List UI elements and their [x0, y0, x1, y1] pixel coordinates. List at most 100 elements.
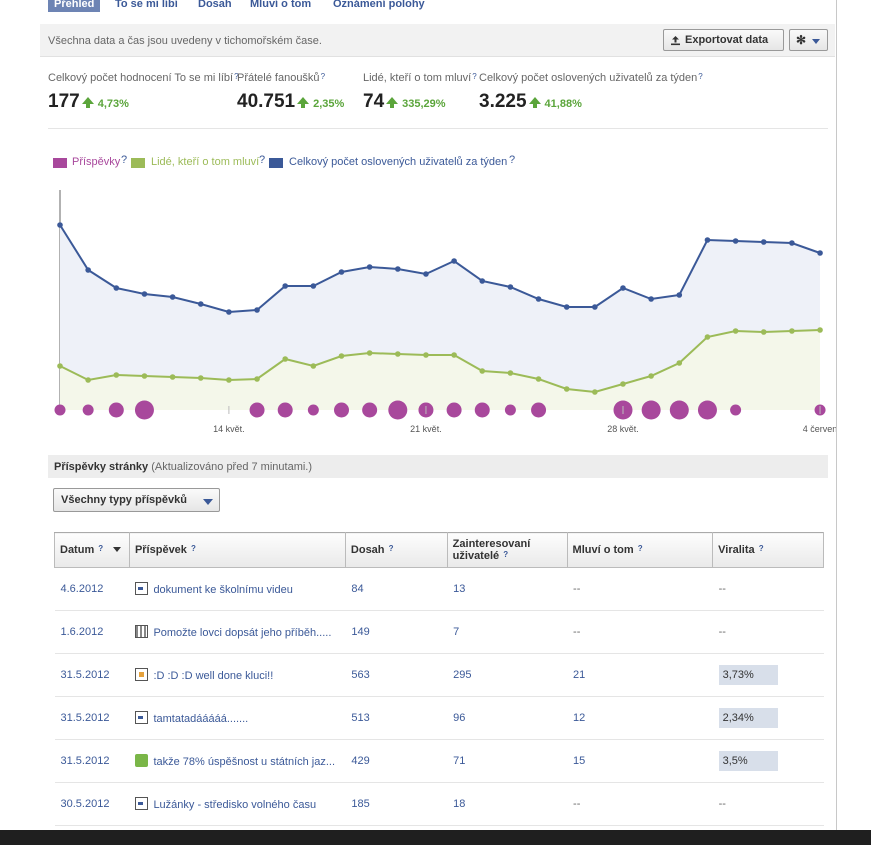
reach-point[interactable]	[226, 309, 232, 315]
posts-bubble[interactable]	[446, 402, 462, 418]
talking-point[interactable]	[310, 363, 317, 369]
talking-point[interactable]	[535, 376, 542, 382]
posts-bubble[interactable]	[249, 402, 265, 418]
reach-point[interactable]	[141, 291, 148, 297]
posts-bubble[interactable]	[277, 402, 293, 418]
talking-point[interactable]	[395, 351, 401, 357]
talking-point[interactable]	[789, 328, 795, 334]
reach-point[interactable]	[507, 284, 514, 290]
help-icon[interactable]: ?	[320, 72, 326, 81]
reach-point[interactable]	[85, 267, 91, 273]
reach-point[interactable]	[648, 296, 654, 302]
reach-point[interactable]	[395, 266, 401, 272]
talking-point[interactable]	[423, 352, 429, 358]
posts-bubble[interactable]	[531, 402, 547, 418]
reach-point[interactable]	[563, 304, 570, 310]
talking-point[interactable]	[676, 360, 683, 366]
talking-point[interactable]	[338, 353, 345, 359]
talking-point[interactable]	[85, 377, 91, 383]
row-post-link[interactable]: Pomožte lovci dopsát jeho příběh.....	[129, 610, 346, 654]
talking-point[interactable]	[563, 386, 570, 392]
posts-bubble[interactable]	[134, 400, 154, 420]
reach-point[interactable]	[254, 307, 260, 313]
tab-likes[interactable]: To se mi líbí	[115, 0, 178, 10]
talking-point[interactable]	[732, 328, 739, 334]
reach-point[interactable]	[620, 285, 626, 291]
talking-point[interactable]	[113, 372, 120, 378]
reach-point[interactable]	[169, 294, 176, 300]
talking-point[interactable]	[57, 363, 63, 369]
talking-point[interactable]	[169, 374, 176, 380]
reach-point[interactable]	[57, 222, 63, 228]
reach-point[interactable]	[676, 292, 683, 298]
tab-talking[interactable]: Mluví o tom	[250, 0, 312, 10]
tab-overview[interactable]: Přehled	[48, 0, 101, 12]
reach-point[interactable]	[366, 264, 373, 270]
help-icon[interactable]: ?	[234, 72, 239, 81]
export-data-button[interactable]: Exportovat data	[663, 29, 784, 51]
row-post-link[interactable]: Lužánky - středisko volného času	[129, 782, 346, 826]
settings-dropdown-button[interactable]: ✻	[789, 29, 828, 51]
reach-point[interactable]	[423, 271, 429, 277]
reach-point[interactable]	[479, 278, 486, 284]
talking-point[interactable]	[282, 356, 289, 362]
help-icon[interactable]: ?	[698, 72, 703, 81]
posts-bubble[interactable]	[697, 400, 717, 420]
column-header-engaged[interactable]: Zainteresovaní uživatelé ?	[446, 532, 568, 568]
talking-point[interactable]	[254, 376, 260, 382]
talking-point[interactable]	[704, 334, 711, 340]
talking-point[interactable]	[141, 373, 148, 379]
reach-point[interactable]	[451, 258, 457, 264]
row-post-link[interactable]: tamtatadááááá.......	[129, 696, 346, 740]
reach-point[interactable]	[282, 283, 289, 289]
reach-point[interactable]	[789, 240, 795, 246]
column-header-reach[interactable]: Dosah ?	[344, 532, 448, 568]
posts-bubble[interactable]	[730, 404, 742, 416]
talking-point[interactable]	[620, 381, 626, 387]
talking-point[interactable]	[451, 352, 457, 358]
column-header-date[interactable]: Datum ?	[54, 532, 130, 568]
posts-bubble[interactable]	[504, 404, 516, 416]
post-type-filter[interactable]: Všechny typy příspěvků	[53, 488, 220, 512]
help-icon[interactable]: ?	[259, 154, 266, 166]
help-icon[interactable]: ?	[472, 72, 477, 81]
tab-checkins[interactable]: Oznámení polohy	[333, 0, 425, 10]
reach-point[interactable]	[592, 304, 598, 310]
reach-point[interactable]	[197, 301, 204, 307]
posts-bubble[interactable]	[334, 402, 349, 418]
posts-bubble[interactable]	[474, 402, 490, 418]
posts-bubble[interactable]	[108, 402, 124, 418]
talking-point[interactable]	[197, 375, 204, 381]
posts-bubble[interactable]	[54, 404, 66, 416]
reach-point[interactable]	[338, 269, 345, 275]
row-post-link[interactable]: :D :D :D well done kluci!!	[129, 653, 346, 697]
reach-point[interactable]	[704, 237, 711, 243]
reach-point[interactable]	[817, 250, 823, 256]
talking-point[interactable]	[648, 373, 654, 379]
talking-point[interactable]	[366, 350, 373, 356]
talking-point[interactable]	[226, 377, 232, 383]
reach-point[interactable]	[310, 283, 317, 289]
reach-point[interactable]	[760, 239, 767, 245]
talking-point[interactable]	[760, 329, 767, 335]
tab-reach[interactable]: Dosah	[198, 0, 232, 10]
help-icon[interactable]: ?	[121, 154, 128, 166]
reach-point[interactable]	[732, 238, 739, 244]
reach-point[interactable]	[113, 285, 120, 291]
reach-point[interactable]	[535, 296, 542, 302]
column-header-talking[interactable]: Mluví o tom ?	[566, 532, 714, 568]
posts-bubble[interactable]	[669, 400, 689, 420]
row-post-link[interactable]: dokument ke školnímu videu	[129, 567, 346, 611]
column-header-post[interactable]: Příspěvek ?	[128, 532, 346, 568]
posts-bubble[interactable]	[388, 400, 408, 420]
talking-point[interactable]	[592, 389, 598, 395]
row-post-link[interactable]: takže 78% úspěšnost u státních jaz...	[129, 739, 346, 783]
help-icon[interactable]: ?	[509, 154, 516, 166]
talking-point[interactable]	[479, 368, 486, 374]
posts-bubble[interactable]	[362, 402, 378, 418]
column-header-virality[interactable]: Viralita ?	[712, 532, 824, 568]
talking-point[interactable]	[507, 370, 514, 376]
posts-bubble[interactable]	[641, 400, 661, 420]
posts-bubble[interactable]	[82, 404, 94, 416]
posts-bubble[interactable]	[307, 404, 319, 416]
